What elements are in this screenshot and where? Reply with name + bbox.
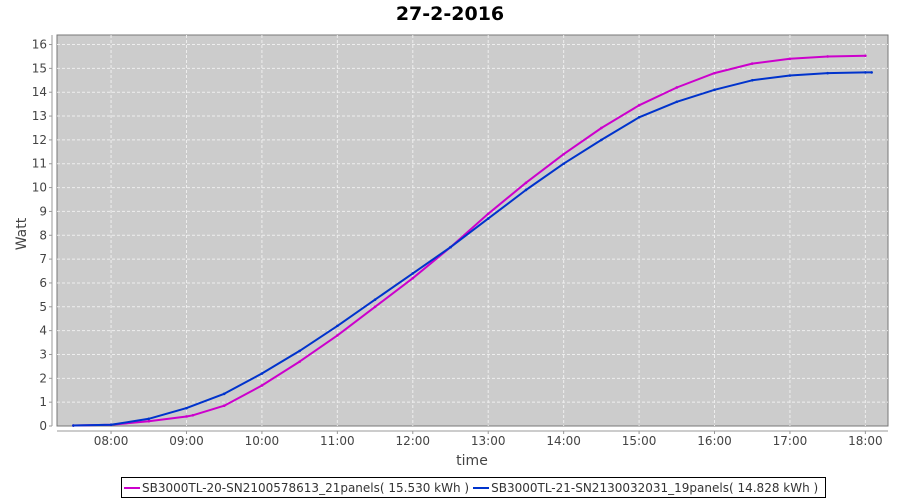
axes: 08:00 09:00 10:00 11:00 12:00 13:00 14:00 15:00… [32,35,888,448]
data-point-series-2 [185,406,188,410]
series-group [72,54,873,427]
x-axis-label: time [456,453,488,469]
y-tick-label: 7 [39,252,47,266]
data-point-series-2 [600,138,603,142]
x-tick-label: 09:00 [169,434,204,448]
data-point-series-2 [864,71,867,74]
legend-swatch-series-1 [124,486,140,489]
y-tick-label: 9 [39,204,47,218]
data-point-series-1 [637,104,641,107]
data-point-series-2 [72,424,75,427]
data-point-series-1 [864,54,867,58]
y-tick-label: 12 [32,133,47,147]
chart-title: 27-2-2016 [395,3,505,25]
y-tick-label: 11 [32,157,47,171]
data-point-series-1 [562,152,565,156]
data-point-series-1 [191,413,195,417]
data-point-series-1 [524,181,528,185]
y-tick-label: 0 [39,419,47,433]
data-point-series-2 [750,78,754,82]
data-point-series-2 [298,349,301,353]
data-point-series-1 [675,86,679,89]
data-point-series-2 [524,188,528,192]
data-point-series-2 [147,417,151,421]
data-point-series-2 [562,162,565,166]
data-point-series-2 [870,71,873,74]
data-point-series-1 [486,212,490,216]
data-point-series-2 [336,324,339,328]
legend: SB3000TL-20-SN2100578613_21panels( 15.53… [121,477,827,498]
data-point-series-2 [675,100,679,104]
x-tick-label: 12:00 [395,434,430,448]
legend-item-series-1: SB3000TL-20-SN2100578613_21panels( 15.53… [124,481,469,495]
data-point-series-1 [336,334,339,337]
data-point-series-1 [147,419,151,423]
data-point-series-1 [411,276,415,280]
data-point-series-2 [109,423,113,427]
x-tick-label: 11:00 [320,434,355,448]
x-tick-label: 16:00 [697,434,732,448]
data-point-series-2 [486,217,490,220]
y-tick-label: 15 [32,61,47,75]
data-point-series-1 [826,55,829,58]
y-tick-label: 1 [39,395,47,409]
y-tick-label: 3 [39,347,47,361]
data-point-series-1 [373,305,377,309]
data-point-series-1 [600,126,603,130]
y-tick-label: 16 [32,38,47,52]
y-tick-label: 8 [39,228,47,242]
legend-swatch-series-2 [473,486,490,489]
y-tick-label: 5 [39,300,47,314]
data-point-series-2 [826,71,829,75]
y-tick-label: 6 [39,276,47,290]
x-tick-label: 08:00 [94,434,129,448]
data-point-series-2 [411,272,415,275]
data-point-series-2 [260,372,264,375]
x-tick-label: 18:00 [848,434,883,448]
y-axis-label: Watt [14,217,30,250]
grid [57,35,888,426]
data-point-series-1 [750,62,754,65]
y-tick-label: 4 [39,324,47,338]
data-point-series-1 [185,415,188,418]
y-tick-label: 14 [32,85,47,99]
x-tick-label: 15:00 [622,434,657,448]
data-point-series-2 [373,298,377,301]
y-tick-label: 13 [32,109,47,123]
data-point-series-1 [713,71,716,75]
data-point-series-2 [788,74,792,77]
x-tick-label: 14:00 [546,434,581,448]
y-tick-label: 2 [39,371,47,385]
x-tick-label: 13:00 [471,434,506,448]
data-point-series-1 [788,57,792,61]
data-point-series-1 [298,360,301,363]
x-tick-label: 17:00 [773,434,808,448]
data-point-series-2 [637,115,641,119]
data-point-series-2 [713,88,716,92]
data-point-series-1 [222,404,226,408]
y-tick-label: 10 [32,181,47,195]
legend-label-series-1: SB3000TL-20-SN2100578613_21panels( 15.53… [142,480,470,495]
x-tick-label: 10:00 [245,434,280,448]
legend-item-series-2: SB3000TL-21-SN2130032031_19panels( 14.82… [473,481,818,495]
data-point-series-2 [222,392,226,396]
data-point-series-1 [260,384,264,387]
legend-label-series-2: SB3000TL-21-SN2130032031_19panels( 14.82… [491,480,819,495]
data-point-series-2 [449,245,452,249]
